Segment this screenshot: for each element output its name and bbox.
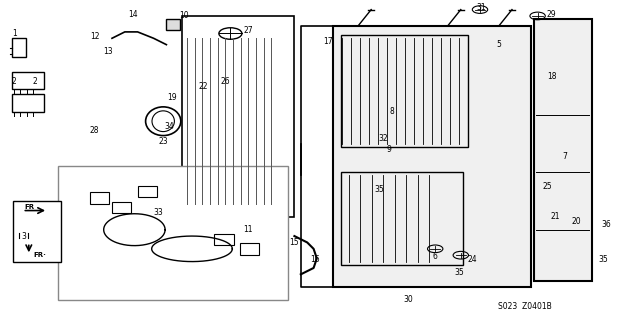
Text: 5: 5 <box>497 40 502 49</box>
Text: 23: 23 <box>158 137 168 146</box>
Text: 25: 25 <box>542 182 552 191</box>
Text: 27: 27 <box>243 26 253 35</box>
Text: 1: 1 <box>12 29 17 38</box>
Text: 34: 34 <box>164 122 175 130</box>
Text: 9: 9 <box>387 145 392 154</box>
Bar <box>138 186 157 197</box>
Text: 35: 35 <box>598 256 608 264</box>
Text: 3: 3 <box>22 232 27 241</box>
Text: 17: 17 <box>323 37 333 46</box>
Text: 30: 30 <box>403 295 413 304</box>
Text: 13: 13 <box>102 47 113 56</box>
Bar <box>12 72 44 89</box>
Bar <box>166 19 180 30</box>
Text: FR: FR <box>24 204 35 210</box>
Text: 19: 19 <box>166 93 177 102</box>
Text: 2: 2 <box>33 77 38 86</box>
Text: 15: 15 <box>289 238 300 247</box>
Bar <box>12 94 44 112</box>
Text: S023  Z0401B: S023 Z0401B <box>498 302 552 311</box>
Text: 32: 32 <box>378 134 388 143</box>
Text: 36: 36 <box>602 220 612 229</box>
Text: 28: 28 <box>90 126 99 135</box>
Text: 6: 6 <box>433 252 438 261</box>
Bar <box>534 19 592 281</box>
Text: 8: 8 <box>389 107 394 116</box>
Text: FR·: FR· <box>33 252 46 258</box>
Bar <box>333 26 531 287</box>
Text: 35: 35 <box>454 268 465 277</box>
Bar <box>112 202 131 213</box>
Text: 31: 31 <box>476 4 486 12</box>
Text: 16: 16 <box>310 256 320 264</box>
Text: 24: 24 <box>467 256 477 264</box>
Text: 14: 14 <box>128 10 138 19</box>
Text: 10: 10 <box>179 11 189 20</box>
Text: 21: 21 <box>551 212 560 221</box>
Bar <box>341 35 468 147</box>
Bar <box>214 234 234 245</box>
Text: 11: 11 <box>244 225 253 234</box>
Text: 35: 35 <box>374 185 384 194</box>
Text: 2: 2 <box>12 77 17 86</box>
Bar <box>13 201 61 262</box>
Bar <box>341 172 463 265</box>
Text: 29: 29 <box>547 10 557 19</box>
Text: 26: 26 <box>220 77 230 86</box>
Bar <box>90 192 109 204</box>
Text: 20: 20 <box>571 217 581 226</box>
Bar <box>58 166 288 300</box>
Bar <box>240 243 259 255</box>
Text: 22: 22 <box>199 82 208 91</box>
Text: 12: 12 <box>90 32 99 41</box>
Text: 18: 18 <box>547 72 556 81</box>
Text: 33: 33 <box>154 208 164 217</box>
Bar <box>182 16 294 217</box>
Text: 7: 7 <box>562 152 567 161</box>
Bar <box>12 38 26 57</box>
Bar <box>17 215 42 233</box>
